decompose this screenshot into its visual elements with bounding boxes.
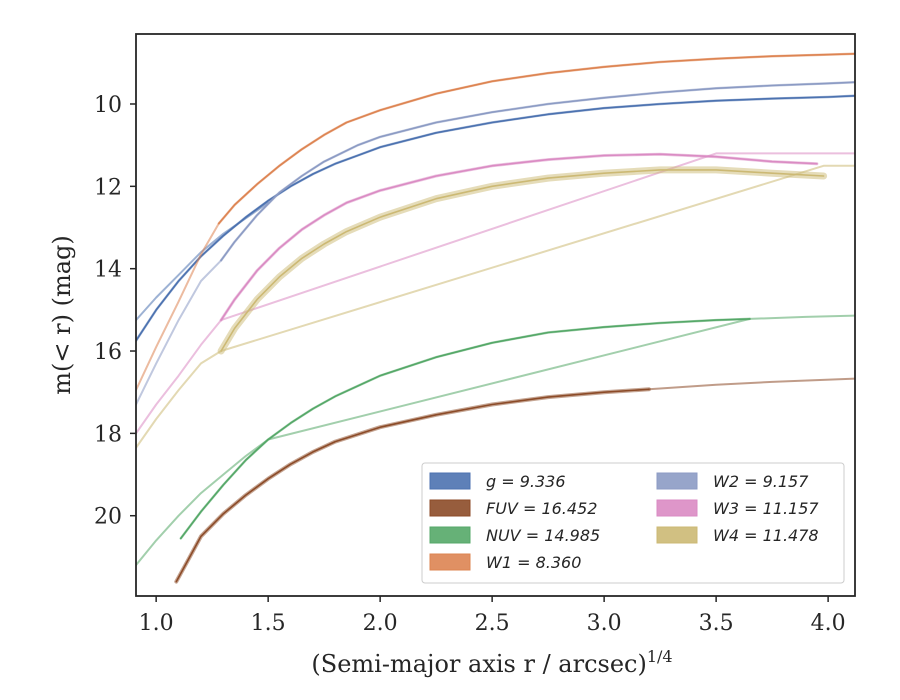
legend-label-w1: W1 = 8.360 — [486, 553, 581, 572]
series-w3-extrapolated-line — [136, 152, 855, 435]
x-axis-ticks: 1.0 1.5 2.0 2.5 3.0 3.5 4.0 — [139, 596, 846, 636]
x-tick-label: 2.0 — [363, 611, 398, 636]
legend-label-fuv: FUV = 16.452 — [486, 499, 597, 518]
y-tick-label: 12 — [94, 175, 122, 200]
series-nuv-extrapolated-line — [136, 314, 855, 567]
y-tick-label: 16 — [94, 340, 122, 365]
legend-swatch-g — [429, 472, 471, 490]
x-tick-label: 3.0 — [587, 611, 622, 636]
y-tick-label: 14 — [94, 258, 122, 283]
x-axis-label-exponent: 1/4 — [647, 647, 673, 666]
series-fuv-extrapolated-line — [647, 377, 855, 391]
series-layer — [136, 52, 855, 584]
legend-label-w4: W4 = 11.478 — [713, 526, 819, 545]
legend-label-w3: W3 = 11.157 — [713, 499, 819, 518]
x-axis-label-text: (Semi-major axis r / arcsec) — [311, 650, 646, 678]
legend-label-g: g = 9.336 — [486, 472, 566, 491]
y-tick-label: 20 — [94, 505, 122, 530]
legend-swatch-w2 — [656, 472, 698, 490]
x-tick-label: 2.5 — [475, 611, 510, 636]
legend-swatch-w4 — [656, 526, 698, 544]
x-tick-label: 4.0 — [811, 611, 846, 636]
y-tick-label: 18 — [94, 422, 122, 447]
x-tick-label: 3.5 — [699, 611, 734, 636]
legend-label-w2: W2 = 9.157 — [713, 472, 809, 491]
plot-frame — [135, 33, 856, 597]
legend: g = 9.336 FUV = 16.452 NUV = 14.985 W1 = 8.… — [421, 462, 845, 584]
legend-swatch-nuv — [429, 526, 471, 544]
series-w2-line — [220, 81, 855, 262]
x-tick-label: 1.5 — [251, 611, 286, 636]
legend-box — [421, 462, 845, 584]
legend-entries: g = 9.336 FUV = 16.452 NUV = 14.985 W1 = 8.… — [429, 472, 819, 572]
series-w3-line — [220, 153, 818, 321]
x-tick-label: 1.0 — [139, 611, 174, 636]
series-fuv-line — [175, 388, 650, 583]
legend-swatch-fuv — [429, 499, 471, 517]
y-axis-label: m(< r) (mag) — [48, 235, 76, 394]
series-nuv-line — [180, 318, 751, 540]
y-axis-ticks: 10 12 14 16 18 20 — [94, 93, 136, 530]
series-w4-extrapolated-line — [136, 164, 855, 449]
series-w1-extrapolated-line — [136, 222, 220, 392]
legend-swatch-w3 — [656, 499, 698, 517]
y-tick-label: 10 — [94, 93, 122, 118]
series-w2-extrapolated-line — [136, 259, 223, 406]
series-g-line — [136, 95, 855, 342]
legend-label-nuv: NUV = 14.985 — [486, 526, 600, 545]
series-w4-line — [220, 169, 825, 352]
x-axis-label: (Semi-major axis r / arcsec)1/4 — [311, 647, 672, 678]
series-w1-line — [218, 53, 855, 225]
legend-swatch-w1 — [429, 553, 471, 571]
